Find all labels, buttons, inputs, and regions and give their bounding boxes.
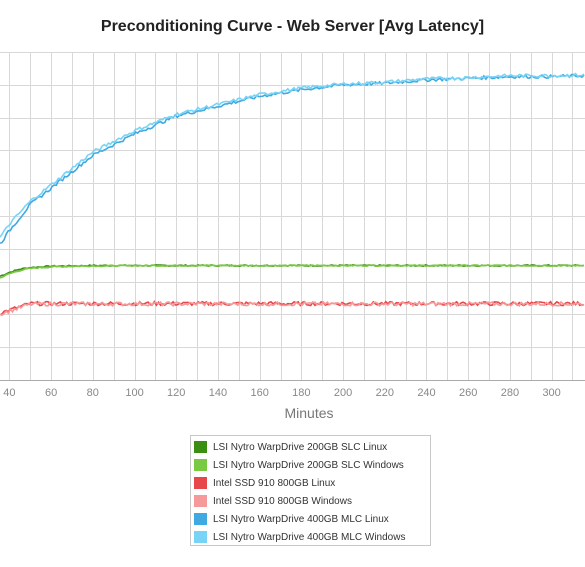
x-tick-label: 240 xyxy=(417,387,435,399)
legend-swatch xyxy=(194,459,207,471)
legend-label: Intel SSD 910 800GB Linux xyxy=(213,477,336,489)
legend-item: LSI Nytro WarpDrive 400GB MLC Linux xyxy=(194,510,430,528)
x-tick-label: 120 xyxy=(167,387,185,399)
legend: LSI Nytro WarpDrive 200GB SLC Linux LSI N… xyxy=(190,435,431,546)
x-tick-label: 200 xyxy=(334,387,352,399)
legend-swatch xyxy=(194,495,207,507)
series-line xyxy=(0,72,585,238)
legend-item: LSI Nytro WarpDrive 200GB SLC Windows xyxy=(194,456,430,474)
legend-label: LSI Nytro WarpDrive 200GB SLC Windows xyxy=(213,459,404,471)
x-tick-label: 300 xyxy=(542,387,560,399)
series-layer xyxy=(0,72,585,317)
series-line xyxy=(0,263,585,279)
x-tick-label: 180 xyxy=(292,387,310,399)
x-tick-label: 160 xyxy=(250,387,268,399)
chart-plot: 40 60 80 100 120 140 160 180 200 220 240 260 280 300 … xyxy=(0,52,585,421)
legend-label: LSI Nytro WarpDrive 400GB MLC Linux xyxy=(213,513,389,525)
legend-swatch xyxy=(194,513,207,525)
x-tick-label: 40 xyxy=(3,387,15,399)
legend-item: LSI Nytro WarpDrive 200GB SLC Linux xyxy=(194,438,430,456)
x-tick-label: 260 xyxy=(459,387,477,399)
x-tick-label: 140 xyxy=(209,387,227,399)
legend-item: Intel SSD 910 800GB Linux xyxy=(194,474,430,492)
legend-swatch xyxy=(194,441,207,453)
legend-swatch xyxy=(194,477,207,489)
x-axis-title: Minutes xyxy=(284,405,333,421)
legend-item: Intel SSD 910 800GB Windows xyxy=(194,492,430,510)
legend-swatch xyxy=(194,531,207,543)
series-line xyxy=(0,300,585,317)
x-tick-label: 220 xyxy=(376,387,394,399)
legend-label: LSI Nytro WarpDrive 400GB MLC Windows xyxy=(213,531,406,543)
chart-title: Preconditioning Curve - Web Server [Avg … xyxy=(100,18,485,35)
grid-layer xyxy=(0,52,585,381)
x-tick-labels: 40 60 80 100 120 140 160 180 200 220 240 260 280 300 xyxy=(3,387,561,399)
x-tick-label: 100 xyxy=(125,387,143,399)
legend-label: LSI Nytro WarpDrive 200GB SLC Linux xyxy=(213,441,388,453)
x-tick-label: 80 xyxy=(87,387,99,399)
legend-item: LSI Nytro WarpDrive 400GB MLC Windows xyxy=(194,528,430,546)
x-tick-label: 280 xyxy=(501,387,519,399)
legend-label: Intel SSD 910 800GB Windows xyxy=(213,495,352,507)
series-line xyxy=(0,73,585,245)
x-tick-label: 60 xyxy=(45,387,57,399)
